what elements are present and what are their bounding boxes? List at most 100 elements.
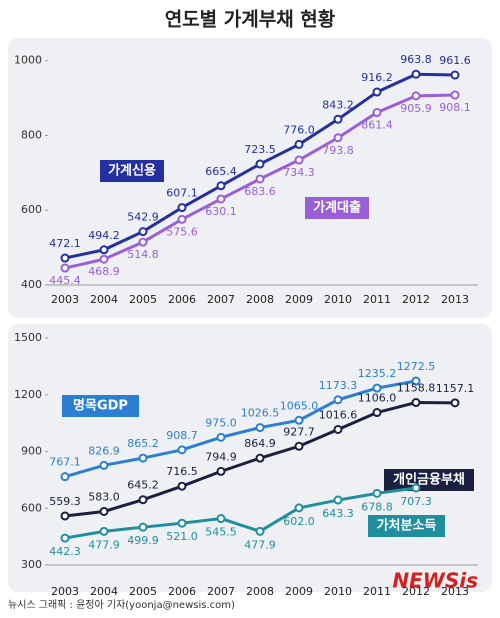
data-point — [411, 398, 421, 408]
data-label: 927.7 — [283, 425, 315, 438]
data-point — [255, 526, 265, 536]
x-tick-label: 2006 — [168, 585, 196, 598]
data-point — [60, 472, 70, 482]
data-point — [138, 237, 148, 247]
y-tick-label: 1500 — [14, 331, 42, 344]
data-label: 1106.0 — [358, 392, 397, 405]
x-tick-label: 2010 — [324, 293, 352, 306]
data-point — [450, 398, 460, 408]
data-point — [372, 87, 382, 97]
legend-box — [62, 395, 139, 417]
data-label: 1065.0 — [280, 399, 319, 412]
data-point — [60, 253, 70, 263]
data-point — [138, 522, 148, 532]
data-label: 1026.5 — [241, 407, 280, 420]
chart-title: 연도별 가계부채 현황 — [165, 8, 336, 31]
data-label: 678.8 — [361, 500, 393, 513]
x-tick-label: 2013 — [441, 293, 469, 306]
data-point — [411, 91, 421, 101]
data-point — [294, 503, 304, 513]
legend-box — [384, 469, 474, 491]
data-point — [216, 432, 226, 442]
y-tick-label: 900 — [21, 445, 42, 458]
data-label: 643.3 — [322, 507, 354, 520]
data-point — [177, 445, 187, 455]
data-point — [450, 90, 460, 100]
data-label: 776.0 — [283, 123, 315, 136]
data-point — [99, 506, 109, 516]
data-point — [99, 254, 109, 264]
data-point — [255, 423, 265, 433]
data-point — [255, 453, 265, 463]
y-tick-label: 1000 — [14, 54, 42, 67]
data-label: 716.5 — [166, 465, 198, 478]
data-label: 542.9 — [127, 211, 159, 224]
data-point — [216, 194, 226, 204]
data-point — [99, 526, 109, 536]
data-point — [450, 70, 460, 80]
data-label: 583.0 — [88, 490, 120, 503]
x-tick-label: 2008 — [246, 293, 274, 306]
data-label: 665.4 — [205, 165, 237, 178]
data-label: 575.6 — [166, 225, 198, 238]
data-label: 961.6 — [439, 54, 471, 67]
data-label: 723.5 — [244, 143, 276, 156]
data-point — [138, 227, 148, 237]
data-point — [216, 514, 226, 524]
y-tick-label: 800 — [21, 128, 42, 141]
x-tick-label: 2012 — [402, 293, 430, 306]
logo: NEWSis — [392, 569, 478, 593]
data-label: 477.9 — [88, 538, 120, 551]
data-label: 1016.6 — [319, 408, 358, 421]
legend-label: 가계대출 — [313, 200, 361, 216]
data-label: 864.9 — [244, 437, 276, 450]
data-label: 1157.1 — [436, 382, 475, 395]
data-label: 826.9 — [88, 444, 120, 457]
data-label: 734.3 — [283, 166, 315, 179]
data-point — [372, 488, 382, 498]
data-point — [333, 495, 343, 505]
data-point — [372, 408, 382, 418]
data-point — [99, 460, 109, 470]
data-point — [60, 511, 70, 521]
legend-box — [100, 160, 164, 182]
x-tick-label: 2013 — [441, 585, 469, 598]
data-point — [411, 483, 421, 493]
data-point — [294, 155, 304, 165]
legend-box — [305, 197, 369, 219]
data-point — [333, 114, 343, 124]
legend-box — [368, 515, 445, 537]
data-point — [372, 108, 382, 118]
data-point — [255, 174, 265, 184]
x-tick-label: 2006 — [168, 293, 196, 306]
series-line — [64, 379, 417, 479]
y-tick-label: 400 — [21, 278, 42, 291]
x-tick-label: 2007 — [207, 585, 235, 598]
data-label: 602.0 — [283, 515, 315, 528]
data-label: 908.1 — [439, 101, 471, 114]
data-label: 630.1 — [205, 205, 237, 218]
data-label: 905.9 — [400, 102, 432, 115]
data-label: 499.9 — [127, 534, 159, 547]
x-tick-label: 2009 — [285, 585, 313, 598]
data-point — [138, 495, 148, 505]
x-tick-label: 2003 — [51, 585, 79, 598]
data-point — [294, 415, 304, 425]
data-label: 514.8 — [127, 248, 159, 261]
footer: 뉴시스 그래픽 : 윤정아 기자(yoonja@newsis.com) — [8, 599, 235, 611]
x-tick-label: 2011 — [363, 585, 391, 598]
data-label: 767.1 — [49, 456, 81, 469]
data-label: 683.6 — [244, 185, 276, 198]
data-label: 975.0 — [205, 416, 237, 429]
data-label: 908.7 — [166, 429, 198, 442]
data-label: 865.2 — [127, 437, 159, 450]
data-label: 545.5 — [205, 526, 237, 539]
y-tick-label: 300 — [21, 558, 42, 571]
data-label: 607.1 — [166, 187, 198, 200]
x-tick-label: 2005 — [129, 293, 157, 306]
x-tick-label: 2010 — [324, 585, 352, 598]
x-tick-label: 2004 — [90, 585, 118, 598]
data-point — [294, 139, 304, 149]
data-point — [60, 533, 70, 543]
data-point — [177, 214, 187, 224]
